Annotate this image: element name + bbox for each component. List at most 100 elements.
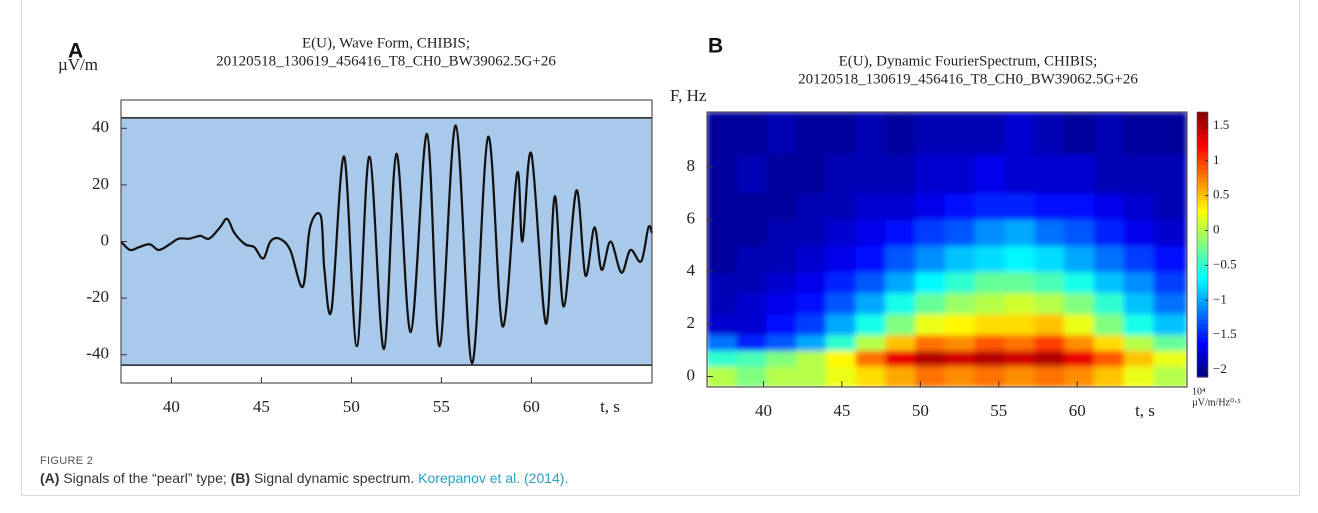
colorbar-swatch xyxy=(1197,160,1208,166)
colorbar-tick-label: 1.5 xyxy=(1213,117,1229,132)
y-tick-label: -20 xyxy=(86,287,109,306)
heatmap-cell xyxy=(707,245,738,273)
heatmap-cell xyxy=(855,218,887,247)
colorbar-tick-label: −2 xyxy=(1213,361,1227,376)
heatmap-cell xyxy=(1004,112,1036,155)
colorbar-swatch xyxy=(1197,319,1208,325)
y-tick-label: 4 xyxy=(687,261,696,280)
colorbar-swatch xyxy=(1197,266,1208,272)
colorbar-swatch xyxy=(1197,191,1208,197)
heatmap-cell xyxy=(1153,334,1187,351)
heatmap-cell xyxy=(944,153,976,194)
heatmap-cell xyxy=(885,153,917,194)
heatmap-cell xyxy=(707,153,738,194)
heatmap-cell xyxy=(1123,334,1155,351)
heatmap-cell xyxy=(915,313,946,336)
heatmap-cell xyxy=(1153,112,1187,155)
y-tick-label: 6 xyxy=(687,208,696,227)
heatmap-cell xyxy=(1034,218,1066,247)
heatmap-cell xyxy=(1004,271,1036,294)
heatmap-cell xyxy=(736,292,768,315)
heatmap-cell xyxy=(885,292,917,315)
heatmap-cell xyxy=(825,365,857,387)
heatmap-cell xyxy=(885,271,917,294)
x-tick-label: 55 xyxy=(433,397,450,416)
heatmap-cell xyxy=(974,365,1006,387)
heatmap-cell xyxy=(1093,292,1125,315)
heatmap-cell xyxy=(1064,153,1095,194)
heatmap-cell xyxy=(1123,313,1155,336)
heatmap-cell xyxy=(766,313,797,336)
heatmap-cell xyxy=(1153,292,1187,315)
heatmap-cell xyxy=(1034,349,1066,367)
heatmap-cell xyxy=(766,112,797,155)
heatmap-cell xyxy=(825,112,857,155)
colorbar-tick-label: −0.5 xyxy=(1213,256,1237,271)
heatmap-cell xyxy=(707,192,738,220)
heatmap-cell xyxy=(1093,349,1125,367)
colorbar-swatch xyxy=(1197,350,1208,356)
heatmap-cell xyxy=(1093,192,1125,220)
heatmap-cell xyxy=(1123,153,1155,194)
heatmap-cell xyxy=(1123,218,1155,247)
heatmap-cell xyxy=(1064,192,1095,220)
heatmap-cell xyxy=(974,349,1006,367)
colorbar-swatch xyxy=(1197,156,1208,162)
heatmap-cell xyxy=(1064,349,1095,367)
heatmap-cell xyxy=(1093,334,1125,351)
heatmap-cell xyxy=(825,192,857,220)
colorbar-swatch xyxy=(1197,297,1208,303)
colorbar-swatch xyxy=(1197,218,1208,224)
colorbar-tick-label: 0 xyxy=(1213,222,1220,237)
y-tick-label: 8 xyxy=(687,156,696,175)
colorbar-swatch xyxy=(1197,147,1208,153)
heatmap-cell xyxy=(974,153,1006,194)
heatmap-cell xyxy=(707,334,738,351)
heatmap-cell xyxy=(795,334,827,351)
heatmap-cell xyxy=(766,292,797,315)
y-tick-label: 40 xyxy=(92,117,109,136)
colorbar-swatch xyxy=(1197,226,1208,232)
x-tick-label: 60 xyxy=(1069,401,1086,420)
heatmap-cell xyxy=(795,292,827,315)
heatmap-cell xyxy=(1034,245,1066,273)
heatmap-cell xyxy=(915,153,946,194)
heatmap-cell xyxy=(766,334,797,351)
heatmap-cell xyxy=(795,365,827,387)
heatmap-cell xyxy=(766,245,797,273)
heatmap-cell xyxy=(1064,112,1095,155)
heatmap-cell xyxy=(766,218,797,247)
heatmap-cell xyxy=(766,192,797,220)
heatmap-cell xyxy=(974,112,1006,155)
heatmap-cell xyxy=(915,192,946,220)
colorbar-swatch xyxy=(1197,222,1208,228)
colorbar-swatch xyxy=(1197,288,1208,294)
colorbar-swatch xyxy=(1197,284,1208,290)
heatmap-cell xyxy=(795,153,827,194)
colorbar-swatch xyxy=(1197,151,1208,157)
heatmap-cell xyxy=(736,365,768,387)
heatmap-cell xyxy=(944,365,976,387)
heatmap-cell xyxy=(1004,365,1036,387)
heatmap-cell xyxy=(944,349,976,367)
heatmap-cell xyxy=(1093,218,1125,247)
caption-a: (A) xyxy=(40,470,60,486)
heatmap-cell xyxy=(1153,153,1187,194)
heatmap-cell xyxy=(707,218,738,247)
heatmap-cell xyxy=(1153,192,1187,220)
heatmap-cell xyxy=(915,245,946,273)
heatmap-cell xyxy=(795,218,827,247)
colorbar-swatch xyxy=(1197,359,1208,365)
heatmap-cell xyxy=(1034,334,1066,351)
colorbar-swatch xyxy=(1197,253,1208,259)
heatmap-cell xyxy=(1034,313,1066,336)
chart-title: 20120518_130619_456416_T8_CH0_BW39062.5G… xyxy=(798,71,1138,87)
heatmap-cell xyxy=(885,313,917,336)
colorbar-swatch xyxy=(1197,116,1208,122)
colorbar-swatch xyxy=(1197,240,1208,246)
colorbar-swatch xyxy=(1197,204,1208,210)
heatmap-cell xyxy=(974,245,1006,273)
reference-link[interactable]: Korepanov et al. (2014). xyxy=(418,470,569,486)
y-tick-label: 0 xyxy=(687,365,696,384)
heatmap-cell xyxy=(1153,349,1187,367)
